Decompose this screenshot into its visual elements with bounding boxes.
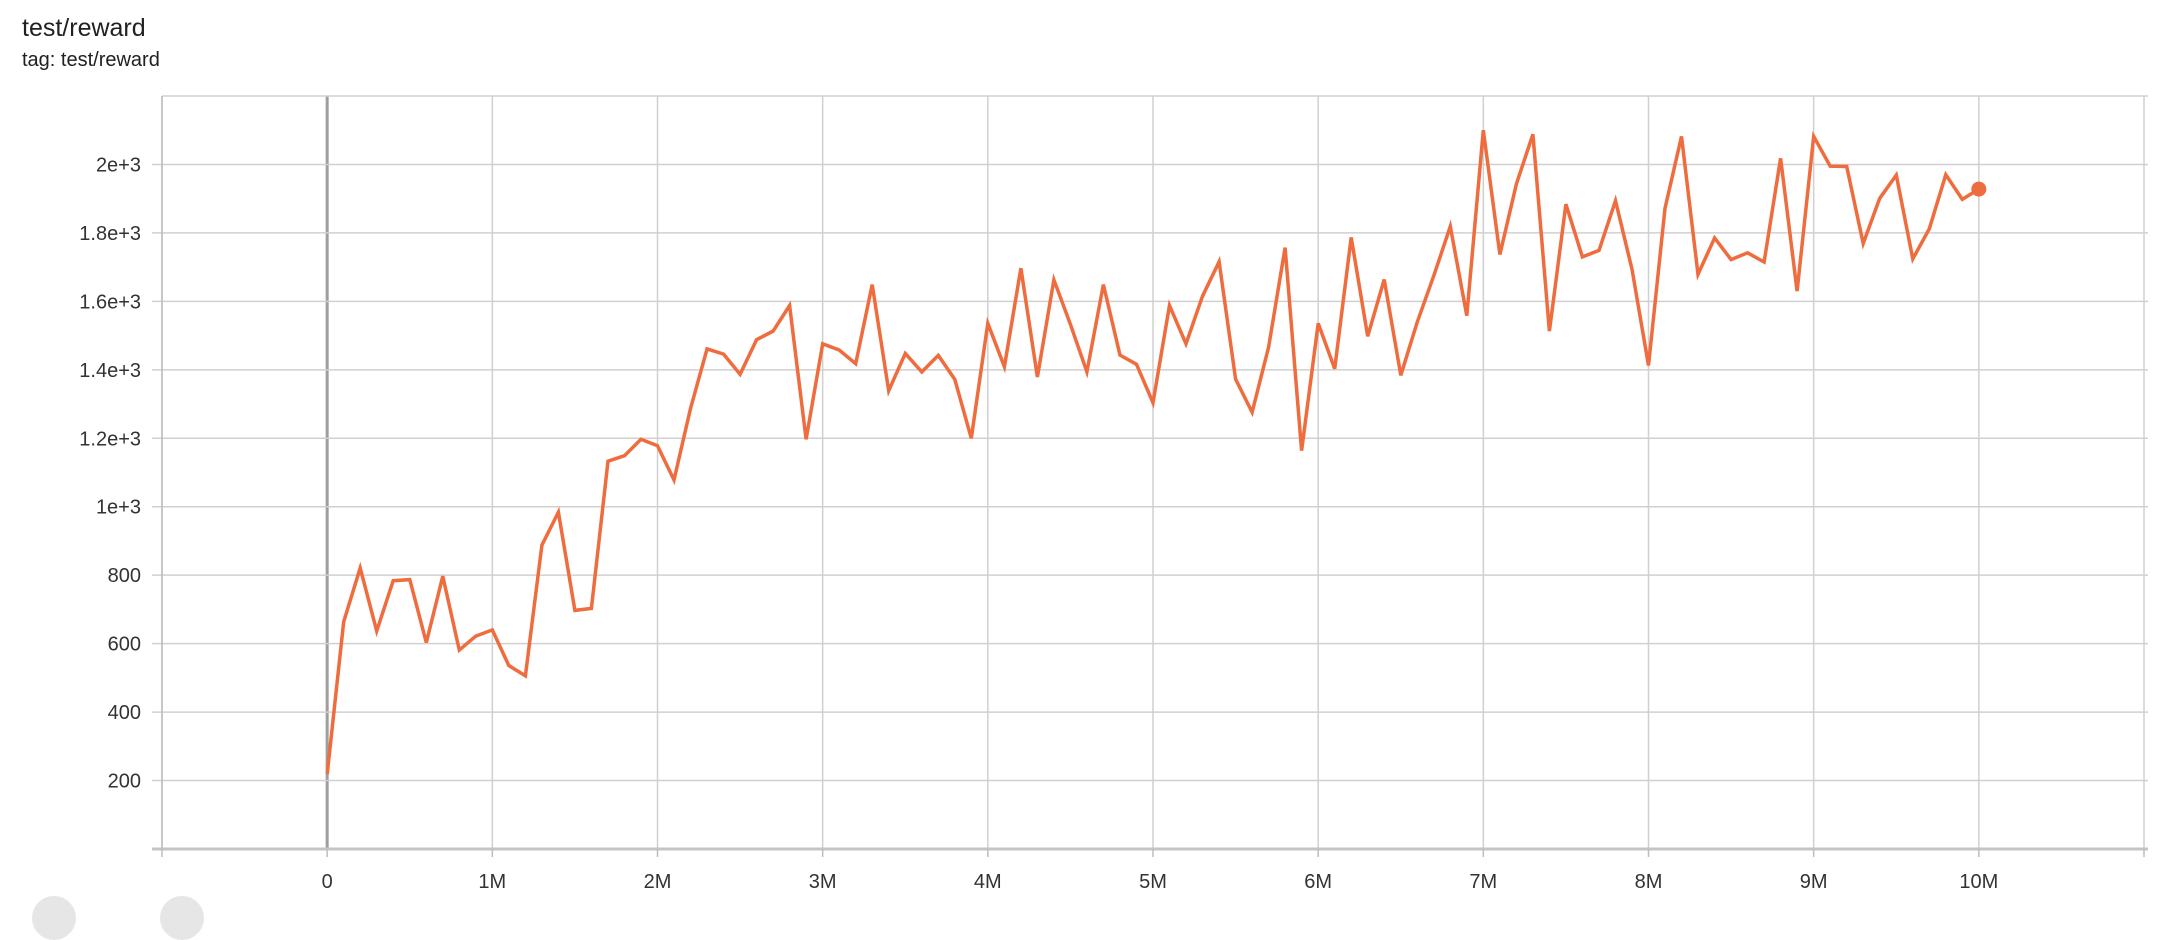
y-tick-label: 200 (108, 771, 141, 793)
x-tick-label: 2M (644, 871, 672, 893)
y-tick-label: 1.8e+3 (79, 223, 141, 245)
axes (152, 96, 2148, 849)
reward-line-chart[interactable]: 0 1M 2M 3M 4M 5M 6M 7M 8M 9M 10M 200 400 600 800 1e+3 1… (0, 0, 2172, 902)
x-axis-ticks: 0 1M 2M 3M 4M 5M 6M 7M 8M 9M 10M (162, 849, 2144, 893)
y-tick-label: 400 (108, 702, 141, 724)
y-tick-label: 1.6e+3 (79, 291, 141, 313)
y-tick-label: 1.4e+3 (79, 360, 141, 382)
series-layer (327, 130, 1986, 774)
y-tick-label: 1.2e+3 (79, 428, 141, 450)
y-tick-label: 600 (108, 634, 141, 656)
last-point-marker (1971, 182, 1986, 197)
x-tick-label: 9M (1800, 871, 1828, 893)
x-tick-label: 1M (478, 871, 506, 893)
y-tick-label: 800 (108, 565, 141, 587)
x-tick-label: 3M (809, 871, 837, 893)
x-tick-label: 10M (1959, 871, 1998, 893)
grid-lines (152, 96, 2148, 849)
card-action-button[interactable] (32, 896, 76, 940)
x-tick-label: 7M (1469, 871, 1497, 893)
x-tick-label: 8M (1635, 871, 1663, 893)
y-tick-label: 1e+3 (96, 497, 141, 519)
y-tick-label: 2e+3 (96, 154, 141, 176)
y-axis-ticks: 200 400 600 800 1e+3 1.2e+3 1.4e+3 1.6e+3 1.8e+3… (79, 154, 141, 792)
x-tick-label: 0 (322, 871, 333, 893)
card-action-button[interactable] (160, 896, 204, 940)
x-tick-label: 4M (974, 871, 1002, 893)
x-tick-label: 5M (1139, 871, 1167, 893)
x-tick-label: 6M (1304, 871, 1332, 893)
